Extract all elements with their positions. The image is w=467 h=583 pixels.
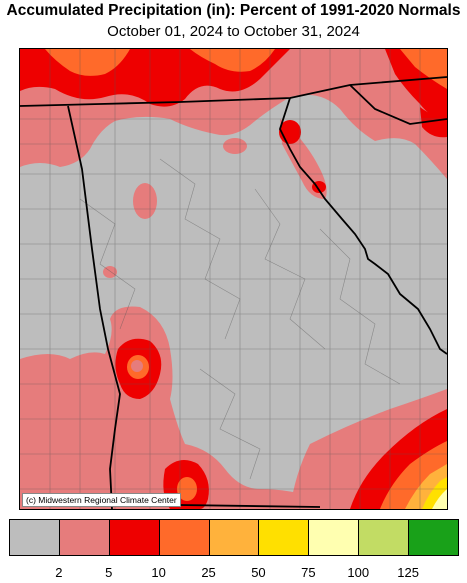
- legend-tick-label: 25: [201, 565, 216, 580]
- legend-swatch: [258, 519, 310, 556]
- map-title: Accumulated Precipitation (in): Percent …: [6, 2, 461, 19]
- legend-swatch: [108, 519, 160, 556]
- precip-zone-orange-north-1: [45, 49, 130, 76]
- legend-swatch: [208, 519, 260, 556]
- legend-tick-label: 50: [251, 565, 266, 580]
- precip-zone-red-east-edge: [420, 107, 447, 138]
- legend-tick-label: 2: [55, 565, 63, 580]
- legend-swatch: [58, 519, 110, 556]
- color-legend: [9, 519, 459, 556]
- legend-tick-label: 5: [105, 565, 113, 580]
- legend-swatch: [158, 519, 210, 556]
- precip-zone-light-red-spot-3: [223, 138, 247, 154]
- county-boundaries: [20, 49, 447, 509]
- legend-tick-label: 125: [397, 565, 419, 580]
- state-boundaries: [20, 76, 447, 509]
- legend-swatch: [308, 519, 360, 556]
- precip-zone-light-red-west-central-core: [131, 360, 143, 372]
- legend-tick-label: 10: [151, 565, 166, 580]
- precip-zone-light-red-west: [20, 306, 360, 509]
- precip-zone-light-red-spot-1: [133, 183, 157, 219]
- date-range-subtitle: October 01, 2024 to October 31, 2024: [107, 23, 360, 40]
- county-boundaries-irregular: [79, 158, 401, 480]
- legend-tick-label: 75: [301, 565, 316, 580]
- legend-swatch: [9, 519, 60, 556]
- precip-zone-orange-northeast: [400, 49, 447, 89]
- precipitation-map: (c) Midwestern Regional Climate Center: [19, 48, 448, 510]
- precip-zone-pale-yellow-southeast: [432, 489, 447, 509]
- legend-swatch: [408, 519, 459, 556]
- map-canvas: [20, 49, 447, 509]
- precip-zone-orange-north-2: [190, 49, 275, 72]
- legend-swatch: [358, 519, 410, 556]
- map-credit: (c) Midwestern Regional Climate Center: [22, 493, 181, 507]
- legend-tick-label: 100: [347, 565, 370, 580]
